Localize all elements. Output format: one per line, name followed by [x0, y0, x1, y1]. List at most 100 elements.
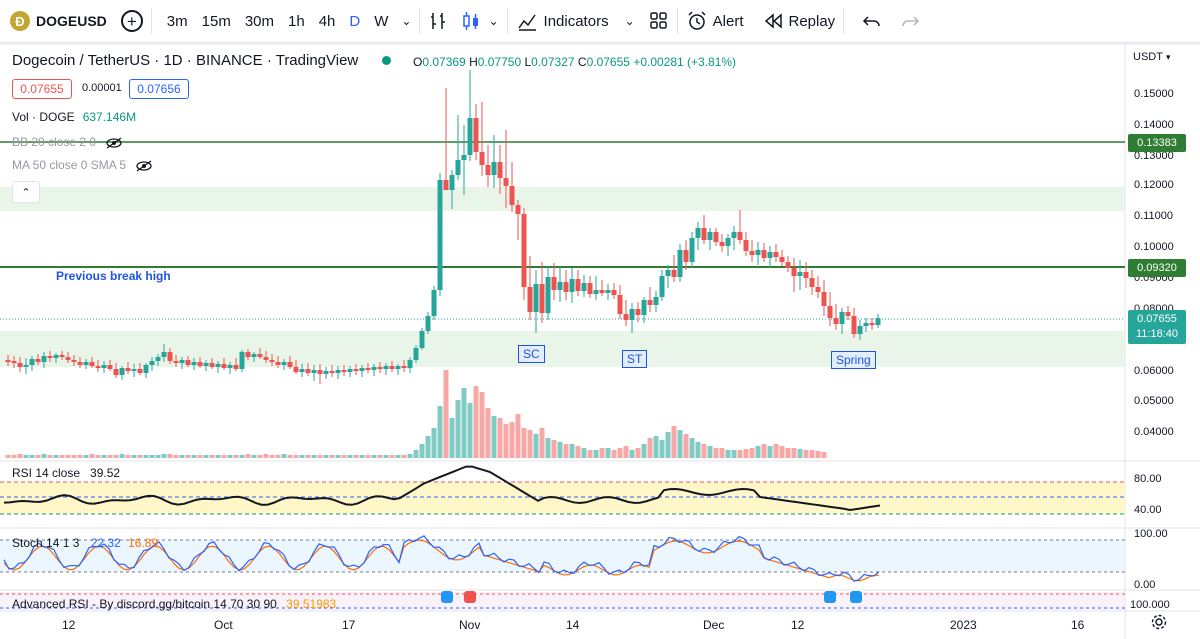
volume-bar: [311, 455, 317, 458]
time-tick-label: 14: [566, 618, 580, 632]
candle-body: [149, 361, 155, 365]
compare-add-icon[interactable]: +: [120, 10, 143, 32]
hidden-eye-icon[interactable]: [105, 137, 123, 149]
currency-selector[interactable]: USDT ▾: [1133, 51, 1171, 63]
candle-body: [677, 250, 683, 277]
sc-label[interactable]: SC: [518, 345, 545, 363]
candle-body: [419, 331, 425, 348]
volume-bar: [449, 418, 455, 458]
interval-1h[interactable]: 1h: [288, 12, 305, 30]
ohlc-readout: O0.07369 H0.07750 L0.07327 C0.07655 +0.0…: [413, 55, 737, 69]
volume-bar: [179, 455, 185, 458]
volume-bar: [563, 444, 569, 458]
candle-body: [263, 357, 269, 360]
candle-body: [107, 365, 113, 369]
indicators-button[interactable]: Indicators ⌄: [516, 0, 635, 43]
rsi-tick-label: 40.00: [1134, 504, 1162, 516]
resistance-zone: [0, 187, 1125, 211]
candle-body: [665, 270, 671, 276]
interval-30m[interactable]: 30m: [244, 12, 275, 30]
interval-1w[interactable]: W: [374, 12, 389, 30]
chart-type-chevron-icon[interactable]: ⌄: [488, 14, 499, 28]
candle-style-button[interactable]: ⌄: [460, 0, 499, 43]
candle-body: [83, 362, 89, 365]
stoch-k-line: [3, 535, 880, 582]
collapse-legend-button[interactable]: ⌃: [12, 181, 40, 203]
candle-body: [233, 365, 239, 369]
volume-bar: [113, 455, 119, 458]
volume-bar: [551, 440, 557, 458]
candle-body: [185, 360, 191, 365]
time-axis[interactable]: 12 Oct 17 Nov 14 Dec 12 2023 16: [0, 612, 1125, 639]
candle-body: [323, 371, 329, 374]
candle-body: [605, 290, 611, 293]
candle-body: [599, 290, 605, 293]
candle-body: [113, 369, 119, 375]
candle-body: [245, 352, 251, 357]
symbol-search-button[interactable]: DOGEUSD: [36, 13, 107, 29]
candle-body: [641, 300, 647, 315]
spring-label[interactable]: Spring: [831, 351, 876, 369]
previous-break-high-note[interactable]: Previous break high: [56, 269, 171, 283]
candle-body: [611, 290, 617, 295]
layout-templates-button[interactable]: [649, 0, 669, 43]
candle-body: [299, 369, 305, 372]
indicators-chevron-icon[interactable]: ⌄: [624, 14, 635, 28]
alarm-clock-icon: [688, 11, 706, 30]
bar-style-button[interactable]: [428, 0, 450, 43]
volume-bar: [695, 442, 701, 458]
candle-body: [449, 175, 455, 190]
replay-button[interactable]: Replay: [763, 0, 835, 43]
price-tick-label: 0.14000: [1134, 119, 1174, 131]
volume-bar: [539, 428, 545, 458]
volume-bar: [599, 448, 605, 458]
volume-bar: [629, 450, 635, 458]
candle-body: [803, 272, 809, 278]
volume-bar: [785, 448, 791, 458]
volume-bar: [23, 455, 29, 458]
candle-body: [707, 232, 713, 240]
volume-bar: [89, 454, 95, 458]
chart-canvas[interactable]: 0.15000 0.14000 0.13000 0.12000 0.11000 0.100…: [0, 43, 1200, 639]
volume-bar: [671, 426, 677, 458]
candle-body: [725, 238, 731, 246]
interval-1d[interactable]: D: [349, 12, 361, 30]
interval-15m[interactable]: 15m: [201, 12, 231, 30]
interval-4h[interactable]: 4h: [318, 12, 336, 30]
volume-bar: [773, 444, 779, 458]
volume-bar: [473, 386, 479, 458]
candle-body: [125, 368, 131, 371]
candle-body: [5, 360, 11, 362]
interval-chevron-down-icon[interactable]: ⌄: [401, 14, 412, 28]
volume-bar: [377, 455, 383, 458]
ma-legend[interactable]: MA 50 close 0 SMA 5: [12, 158, 153, 172]
candle-body: [521, 214, 527, 287]
candle-body: [701, 228, 707, 240]
bb-legend[interactable]: BB 20 close 2 0: [12, 135, 123, 149]
undo-button[interactable]: [862, 0, 882, 43]
st-label[interactable]: ST: [622, 350, 648, 368]
candle-body: [467, 118, 473, 155]
volume-bar: [467, 403, 473, 458]
volume-bar: [617, 448, 623, 458]
volume-bar: [59, 455, 65, 458]
buy-price-box[interactable]: 0.07656: [129, 79, 189, 99]
time-tick-label: 16: [1071, 618, 1085, 632]
adv-rsi-signal-marker: [824, 591, 836, 603]
volume-bar: [383, 455, 389, 458]
volume-bar: [167, 454, 173, 458]
volume-bar: [803, 450, 809, 458]
hidden-eye-icon[interactable]: [135, 160, 153, 172]
interval-3m[interactable]: 3m: [166, 12, 188, 30]
alert-button[interactable]: Alert: [686, 0, 743, 43]
candle-body: [257, 354, 263, 357]
volume-bar: [701, 444, 707, 458]
candle-body: [851, 316, 857, 334]
chart-settings-gear-icon[interactable]: [1150, 613, 1168, 636]
candle-body: [773, 252, 779, 257]
sell-price-box[interactable]: 0.07655: [12, 79, 72, 99]
volume-bar: [461, 388, 467, 458]
volume-bar: [791, 448, 797, 458]
candle-body: [311, 370, 317, 373]
redo-button[interactable]: [900, 0, 920, 43]
